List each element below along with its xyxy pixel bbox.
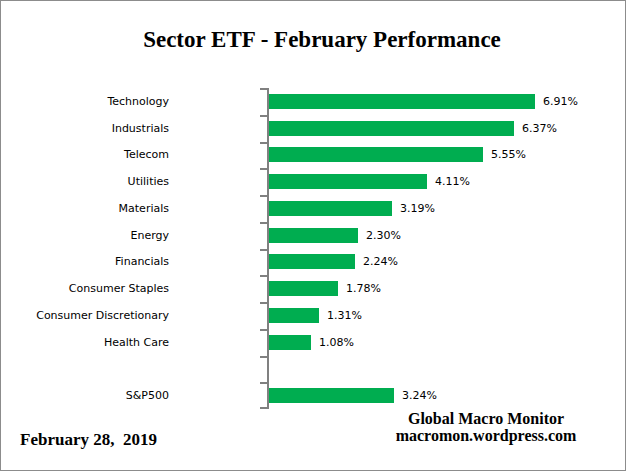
footer-date: February 28, 2019 bbox=[20, 430, 157, 450]
chart-row: Energy 2.30% bbox=[1, 222, 626, 249]
bar bbox=[269, 254, 355, 269]
chart-row: Technology 6.91% bbox=[1, 88, 626, 115]
plot-area: Technology 6.91% Industrials 6.37% Telecom 5.… bbox=[1, 88, 626, 409]
value-label: 4.11% bbox=[435, 168, 470, 195]
category-label: S&P500 bbox=[1, 382, 169, 409]
category-label: Financials bbox=[1, 249, 169, 276]
value-label: 6.91% bbox=[543, 88, 578, 115]
chart-row: Consumer Discretionary 1.31% bbox=[1, 302, 626, 329]
category-label: Health Care bbox=[1, 329, 169, 356]
value-label: 2.30% bbox=[366, 222, 401, 249]
category-label: Consumer Staples bbox=[1, 275, 169, 302]
chart-row: Health Care 1.08% bbox=[1, 329, 626, 356]
value-label: 6.37% bbox=[522, 115, 557, 142]
category-label: Industrials bbox=[1, 115, 169, 142]
bar bbox=[269, 335, 311, 350]
chart-row: Industrials 6.37% bbox=[1, 115, 626, 142]
attribution-block: Global Macro Monitor macromon.wordpress.… bbox=[384, 410, 588, 444]
chart-row: Consumer Staples 1.78% bbox=[1, 275, 626, 302]
value-label: 1.31% bbox=[327, 302, 362, 329]
attribution-url: macromon.wordpress.com bbox=[384, 427, 588, 444]
chart-image: Sector ETF - February Performance Techno… bbox=[0, 0, 626, 471]
chart-row: Materials 3.19% bbox=[1, 195, 626, 222]
value-label: 1.08% bbox=[319, 329, 354, 356]
value-label: 3.24% bbox=[402, 382, 437, 409]
chart-row: Financials 2.24% bbox=[1, 249, 626, 276]
category-label: Utilities bbox=[1, 168, 169, 195]
chart-row: Telecom 5.55% bbox=[1, 142, 626, 169]
category-label: Materials bbox=[1, 195, 169, 222]
bar bbox=[269, 228, 358, 243]
chart-title: Sector ETF - February Performance bbox=[1, 27, 626, 53]
chart-row bbox=[1, 356, 626, 383]
category-label: Consumer Discretionary bbox=[1, 302, 169, 329]
bar bbox=[269, 94, 535, 109]
bar bbox=[269, 147, 483, 162]
category-label bbox=[1, 356, 169, 383]
chart-row: Utilities 4.11% bbox=[1, 168, 626, 195]
category-label: Technology bbox=[1, 88, 169, 115]
chart-row: S&P500 3.24% bbox=[1, 382, 626, 409]
value-label: 1.78% bbox=[346, 275, 381, 302]
value-label: 2.24% bbox=[363, 249, 398, 276]
bar bbox=[269, 308, 319, 323]
category-label: Energy bbox=[1, 222, 169, 249]
bar bbox=[269, 388, 394, 403]
value-label: 3.19% bbox=[400, 195, 435, 222]
bar bbox=[269, 201, 392, 216]
attribution-source-name: Global Macro Monitor bbox=[384, 410, 588, 427]
bar bbox=[269, 121, 514, 136]
value-label: 5.55% bbox=[491, 142, 526, 169]
bar bbox=[269, 174, 427, 189]
bar bbox=[269, 281, 338, 296]
category-label: Telecom bbox=[1, 142, 169, 169]
